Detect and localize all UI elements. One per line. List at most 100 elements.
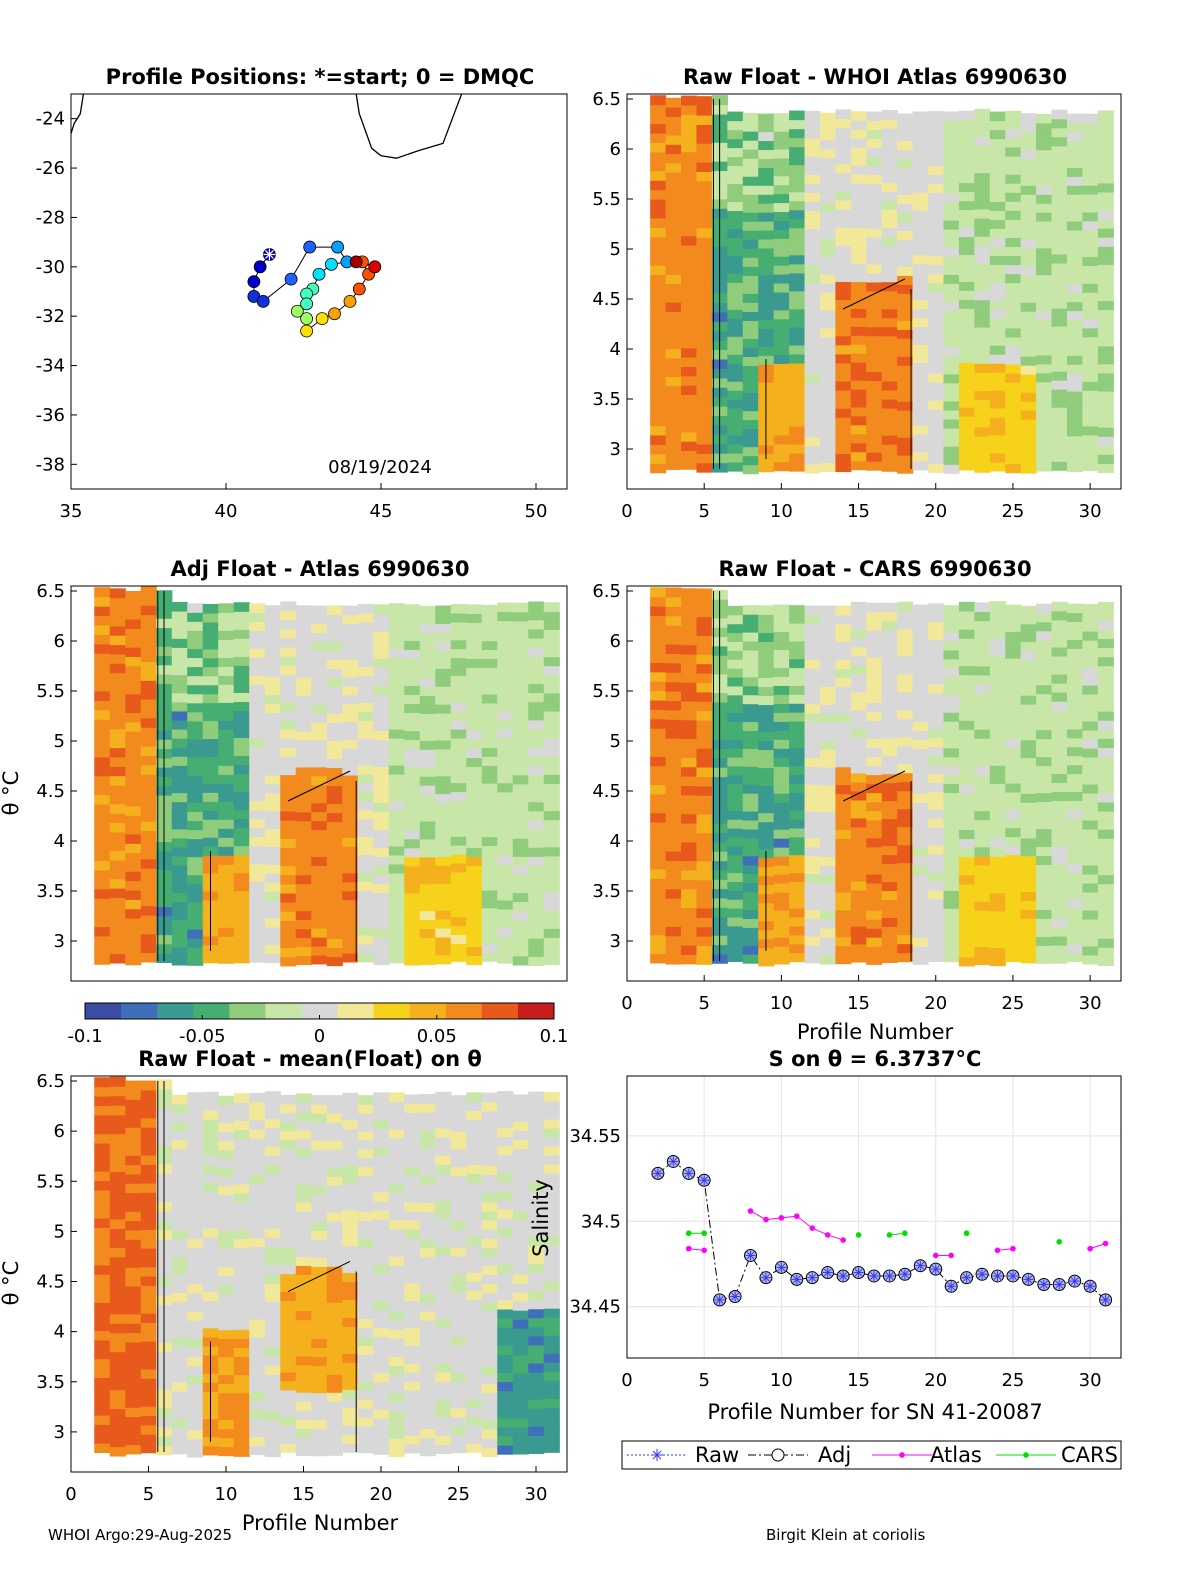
p3-cell <box>958 638 975 648</box>
p1-cell <box>650 255 667 266</box>
p4-cell <box>187 1292 204 1303</box>
p2-cell <box>528 838 545 848</box>
p4-cell <box>357 1354 374 1364</box>
p1-cell <box>665 144 682 155</box>
p4-cell <box>249 1436 266 1447</box>
p3-cell <box>1036 639 1053 650</box>
p2-cell <box>249 728 266 739</box>
p1-cell <box>727 219 744 229</box>
p3-cell <box>989 664 1006 675</box>
p1-cell <box>1097 237 1114 247</box>
p3-cell <box>1066 684 1084 694</box>
p3-cell <box>897 889 914 900</box>
p2-cell <box>171 946 188 957</box>
colorbar-swatch <box>193 1003 230 1019</box>
p2-cell <box>94 888 111 899</box>
p3-cell <box>696 673 713 684</box>
p4-cell <box>233 1274 250 1285</box>
p3-cell <box>650 840 667 851</box>
p4-cell <box>295 1256 312 1266</box>
p1-cell <box>881 380 898 391</box>
colorbar-swatch <box>301 1003 339 1019</box>
p2-cell <box>280 792 297 803</box>
p4-cell <box>218 1113 235 1124</box>
p4-cell <box>528 1299 545 1310</box>
p2-cell <box>357 890 374 900</box>
p4-cell <box>512 1373 529 1383</box>
p3-cell <box>681 794 698 805</box>
p2-cell <box>187 675 204 686</box>
p4-cell <box>280 1157 297 1167</box>
p2-cell <box>435 668 452 678</box>
p3-cell <box>650 652 667 663</box>
p4-cell <box>342 1299 359 1310</box>
p4-cell <box>311 1149 328 1159</box>
p3-cell <box>665 681 682 692</box>
p2-cell <box>187 938 204 948</box>
p2-cell <box>171 647 188 657</box>
p4-cell <box>543 1172 560 1183</box>
p1-cell <box>727 345 744 355</box>
p3-cell <box>773 945 790 956</box>
map-date-annotation: 08/19/2024 <box>328 457 432 478</box>
p1-cell <box>912 317 929 328</box>
p4-cell <box>311 1356 328 1367</box>
p2-cell <box>497 683 514 694</box>
p1-cell <box>928 282 945 293</box>
p3-cell <box>758 956 775 967</box>
p1-cell <box>1005 237 1022 248</box>
p3-cell <box>773 640 790 651</box>
p4-cell <box>171 1229 188 1239</box>
p2-cell <box>466 883 483 893</box>
p1-cell <box>835 208 852 219</box>
p2-cell <box>497 917 514 928</box>
p4-cell <box>187 1137 204 1148</box>
p1-cell <box>866 111 883 122</box>
p4-cell <box>388 1410 405 1421</box>
p2-cell <box>357 693 374 703</box>
p1-cell <box>773 193 790 204</box>
p3-cell <box>958 838 975 849</box>
p2-cell <box>528 910 545 921</box>
p2-cell <box>280 892 297 903</box>
p2-cell <box>264 935 281 946</box>
p2-cell <box>171 856 188 866</box>
p4-cell <box>94 1264 111 1275</box>
profile-position-point <box>253 260 267 274</box>
p2-cell <box>528 656 545 666</box>
p2-cell <box>419 785 436 795</box>
p1-xtick-label: 20 <box>924 501 947 522</box>
p4-cell <box>435 1118 452 1129</box>
p1-cell <box>881 389 898 400</box>
p1-cell <box>742 113 759 123</box>
p1-cell <box>696 462 713 473</box>
p3-cell <box>989 710 1006 721</box>
p3-xtick-label: 5 <box>698 993 709 1014</box>
p1-cell <box>943 346 960 357</box>
p1-cell <box>1020 266 1037 276</box>
p1-cell <box>758 301 775 312</box>
p1-cell <box>650 312 667 323</box>
p1-cell <box>850 317 867 327</box>
p2-cell <box>311 856 328 866</box>
p3-cell <box>665 888 682 899</box>
p3-cell <box>958 701 975 712</box>
p3-cell <box>866 891 883 902</box>
p2-cell <box>419 955 436 965</box>
p3-cell <box>912 856 929 866</box>
p2-cell <box>218 639 235 649</box>
p4-cell <box>140 1415 157 1426</box>
p3-cell <box>696 748 713 759</box>
p3-cell <box>696 729 713 740</box>
p3-cell <box>1066 764 1084 775</box>
p3-cell <box>989 683 1006 693</box>
p4-cell <box>543 1163 560 1174</box>
p4-cell <box>326 1356 343 1366</box>
p4-cell <box>140 1285 157 1296</box>
p1-cell <box>835 217 852 228</box>
p3-cell <box>928 692 945 703</box>
p3-cell <box>1036 891 1053 901</box>
p4-cell <box>450 1113 467 1123</box>
p2-cell <box>388 729 405 739</box>
p1-cell <box>928 454 945 464</box>
